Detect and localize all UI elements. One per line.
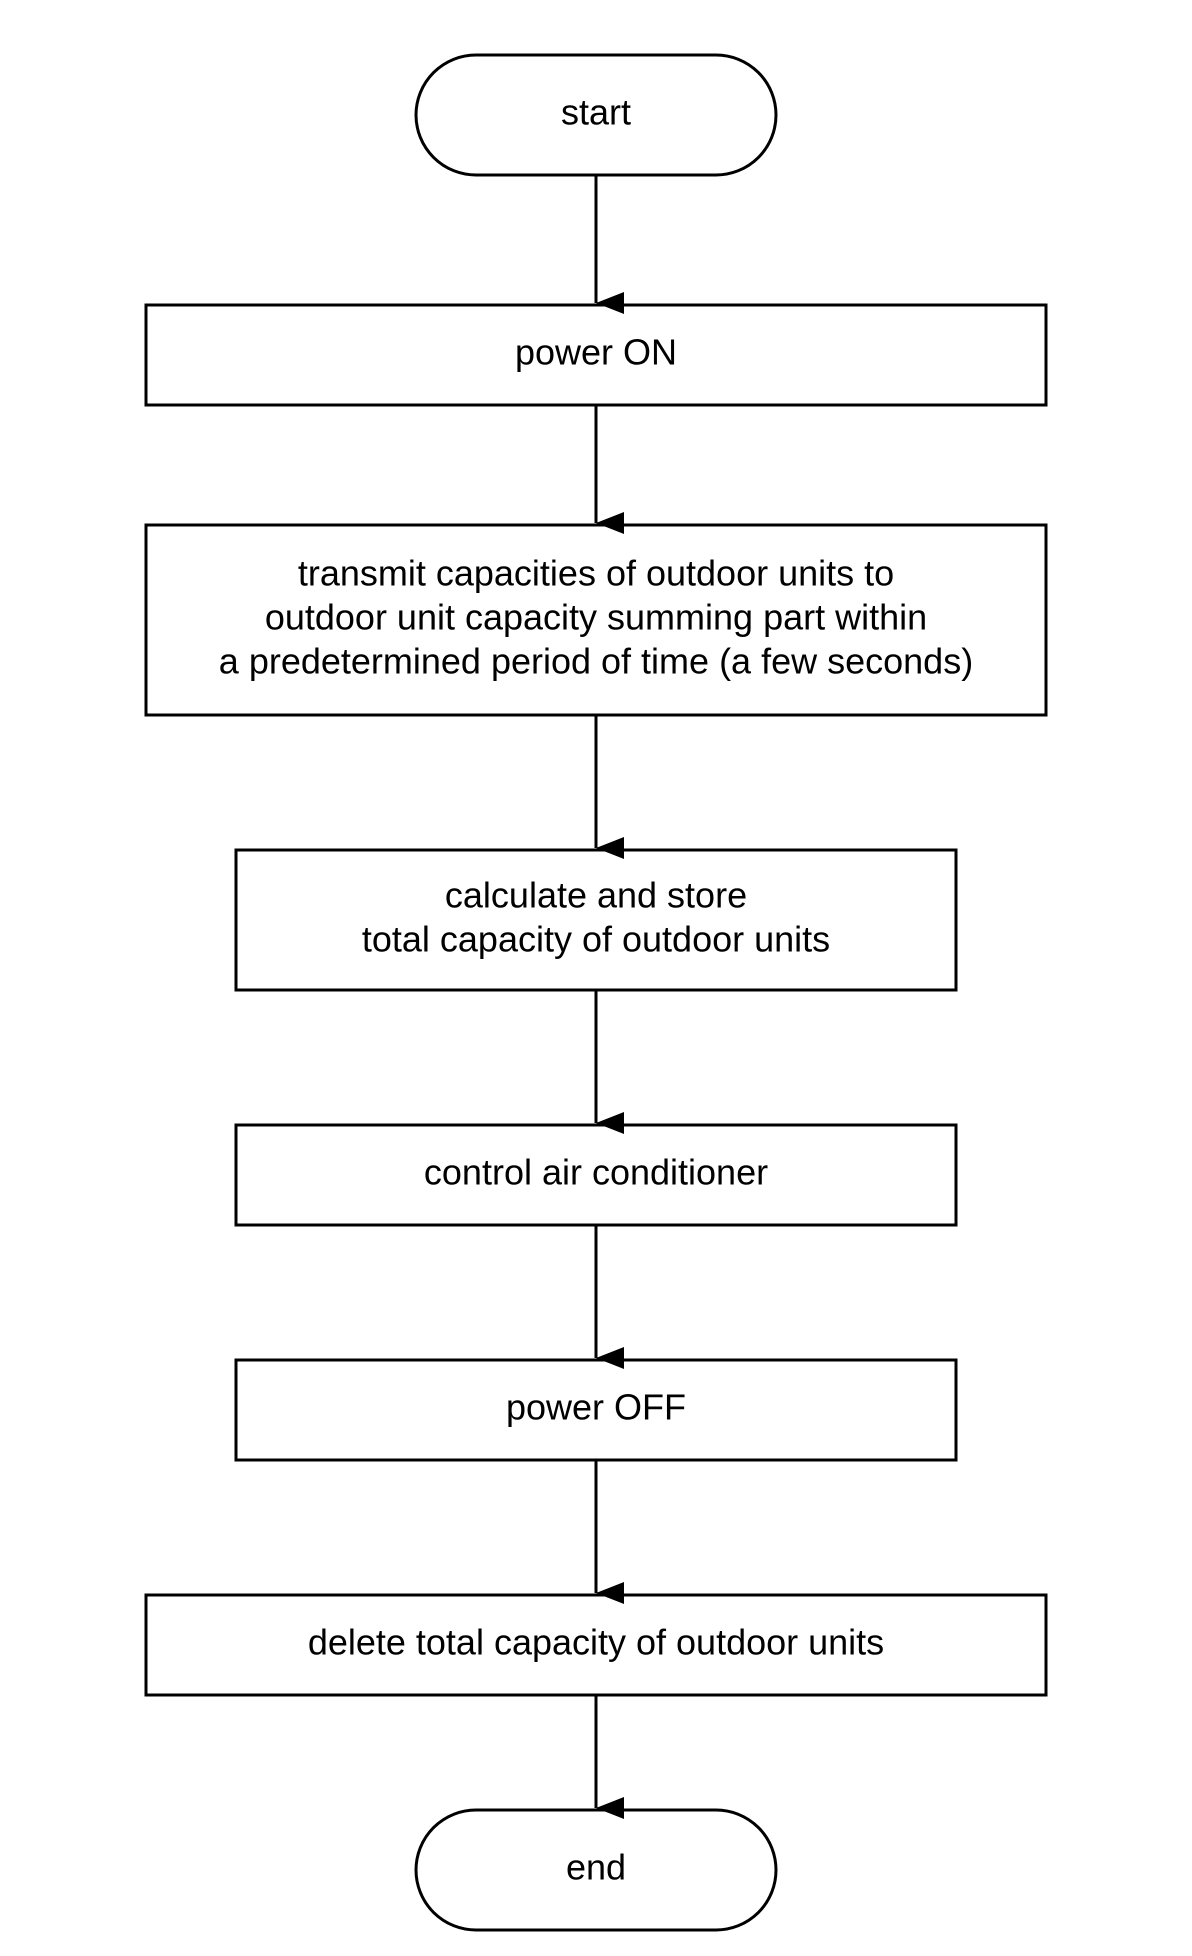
node-calc: calculate and storetotal capacity of out…: [236, 850, 956, 990]
node-start-label-line-0: start: [561, 92, 631, 133]
node-control: control air conditioner: [236, 1125, 956, 1225]
node-poweroff: power OFF: [236, 1360, 956, 1460]
node-control-label-line-0: control air conditioner: [424, 1152, 768, 1193]
node-transmit-label-line-0: transmit capacities of outdoor units to: [298, 553, 894, 594]
node-end: end: [416, 1810, 776, 1930]
node-transmit: transmit capacities of outdoor units too…: [146, 525, 1046, 715]
node-end-label-line-0: end: [566, 1847, 626, 1888]
node-calc-label-line-1: total capacity of outdoor units: [362, 918, 830, 959]
node-poweroff-label-line-0: power OFF: [506, 1387, 686, 1428]
flowchart-canvas: start power ON transmit capacities of outd…: [0, 0, 1192, 1956]
node-start: start: [416, 55, 776, 175]
node-poweron-label-line-0: power ON: [515, 332, 677, 373]
node-poweron: power ON: [146, 305, 1046, 405]
node-delete: delete total capacity of outdoor units: [146, 1595, 1046, 1695]
node-calc-label-line-0: calculate and store: [445, 875, 747, 916]
node-delete-label-line-0: delete total capacity of outdoor units: [308, 1622, 884, 1663]
node-transmit-label-line-2: a predetermined period of time (a few se…: [219, 640, 973, 681]
node-transmit-label-line-1: outdoor unit capacity summing part withi…: [265, 597, 927, 638]
